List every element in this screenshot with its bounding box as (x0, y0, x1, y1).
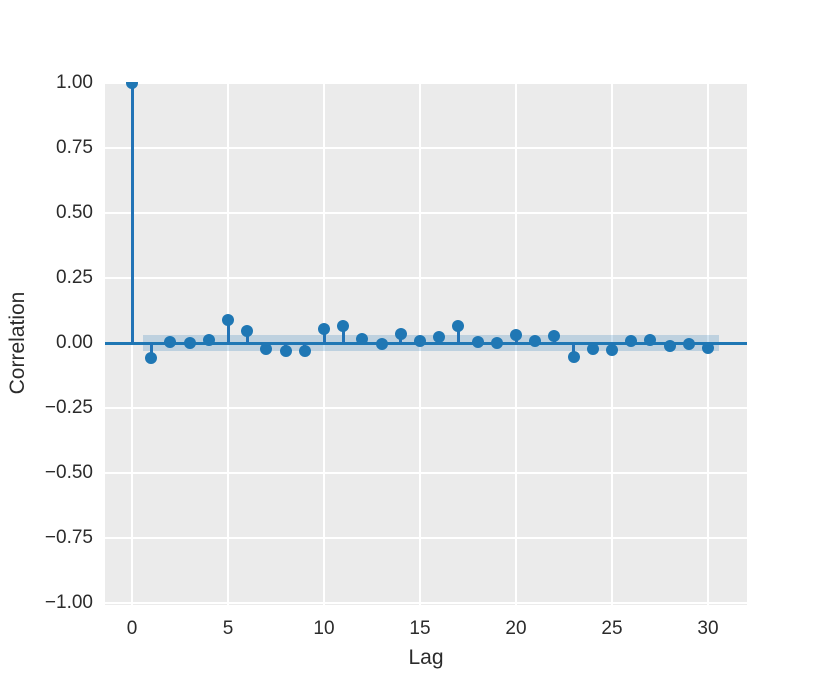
y-tick-label: 0.50 (56, 202, 93, 223)
gridline-h (105, 407, 747, 409)
marker-lag-5 (222, 314, 234, 327)
zero-axis-line (105, 341, 747, 345)
y-tick-label: 0.75 (56, 137, 93, 158)
y-tick-label: −0.25 (44, 397, 93, 418)
marker-lag-7 (260, 343, 273, 356)
marker-lag-12 (356, 333, 369, 346)
gridline-h (105, 277, 747, 279)
marker-lag-4 (202, 333, 215, 346)
y-axis-title: Correlation (6, 291, 29, 395)
x-tick-label: 30 (697, 618, 719, 639)
plot-area (105, 82, 747, 605)
marker-lag-23 (567, 350, 580, 363)
stem-lag-1 (149, 343, 153, 358)
marker-lag-26 (625, 335, 638, 348)
marker-lag-21 (529, 334, 542, 347)
marker-lag-2 (164, 335, 177, 348)
marker-lag-3 (183, 337, 196, 349)
marker-lag-10 (318, 322, 330, 335)
marker-lag-22 (548, 329, 561, 342)
marker-lag-30 (702, 342, 714, 355)
marker-lag-6 (241, 325, 254, 338)
gridline-h (105, 147, 747, 149)
stem-lag-6 (245, 331, 249, 343)
marker-lag-20 (510, 329, 522, 342)
stem-lag-23 (572, 343, 576, 357)
y-tick-label: −0.50 (44, 462, 93, 483)
stem-lag-0 (130, 83, 134, 343)
marker-lag-25 (606, 344, 618, 357)
gridline-h (105, 602, 747, 604)
stem-lag-10 (322, 328, 326, 343)
x-tick-label: 15 (409, 618, 431, 639)
y-tick-label: −1.00 (44, 592, 93, 613)
stem-lag-5 (226, 320, 230, 343)
marker-lag-9 (298, 345, 311, 358)
y-tick-label: 0.00 (56, 332, 93, 353)
marker-lag-24 (586, 343, 599, 356)
gridline-h (105, 472, 747, 474)
y-tick-label: 1.00 (56, 72, 93, 93)
gridline-h (105, 212, 747, 214)
y-tick-label: −0.75 (44, 527, 93, 548)
x-tick-label: 25 (601, 618, 623, 639)
gridline-h (105, 537, 747, 539)
marker-lag-18 (471, 335, 484, 348)
x-axis-title: Lag (408, 646, 444, 669)
stem-lag-11 (341, 325, 345, 343)
marker-lag-27 (644, 333, 657, 346)
stem-lag-17 (456, 326, 460, 343)
marker-lag-28 (663, 339, 676, 352)
x-tick-label: 0 (126, 618, 138, 639)
marker-lag-0 (126, 82, 138, 89)
marker-lag-13 (375, 338, 388, 351)
gridline-h (105, 82, 747, 84)
marker-lag-1 (145, 351, 158, 364)
marker-lag-14 (394, 328, 407, 341)
marker-lag-19 (490, 337, 503, 349)
x-tick-label: 5 (222, 618, 234, 639)
marker-lag-29 (682, 337, 695, 350)
x-tick-label: 10 (313, 618, 335, 639)
marker-lag-17 (452, 320, 465, 333)
marker-lag-8 (279, 344, 292, 357)
marker-lag-16 (433, 331, 446, 344)
x-tick-label: 20 (505, 618, 527, 639)
y-tick-label: 0.25 (56, 267, 93, 288)
marker-lag-15 (414, 334, 426, 347)
marker-lag-11 (337, 319, 350, 332)
